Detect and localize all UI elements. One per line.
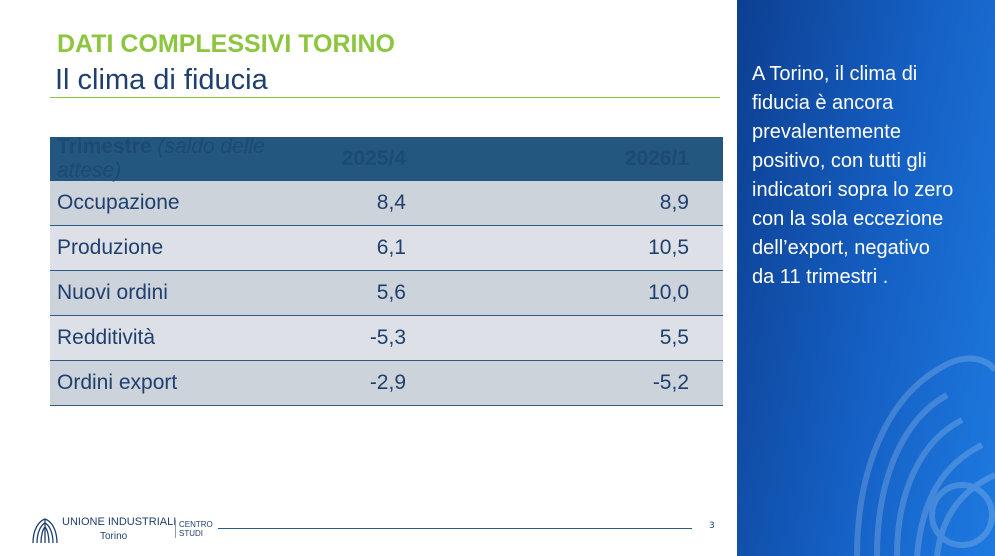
value-cell: 5,6 <box>376 281 406 304</box>
footer-org: UNIONE INDUSTRIALI <box>62 516 177 528</box>
sidebar-line: con la sola eccezione <box>752 208 944 230</box>
label-cell: Occupazione <box>57 191 180 214</box>
value-cell: -2,9 <box>369 371 406 394</box>
value-cell: -5,2 <box>652 371 689 394</box>
value-cell: -5,3 <box>369 326 406 349</box>
logo-icon <box>32 518 58 544</box>
sidebar-line: dell’export, negativo <box>752 237 930 259</box>
value-cell: 10,5 <box>648 236 689 259</box>
value-cell: 8,4 <box>376 191 406 214</box>
sidebar-line: prevalentemente <box>752 121 901 143</box>
label-cell: Produzione <box>57 236 164 259</box>
value-cell: 5,5 <box>659 326 689 349</box>
header-label: Trimestre <box>57 135 152 158</box>
footer-dept-line: STUDI <box>179 529 203 538</box>
sidebar-line: A Torino, il clima di <box>752 63 918 85</box>
sidebar-emblem <box>854 355 995 556</box>
table-row: Ordini export -2,9 -5,2 <box>50 361 723 406</box>
sidebar-line: indicatori sopra lo zero <box>752 179 954 201</box>
label-cell: Redditività <box>57 326 156 349</box>
footer-dept: CENTRO STUDI <box>175 520 213 538</box>
table: Trimestre (saldo delle attese) 2025/4 20… <box>50 135 723 406</box>
subtitle: Il clima di fiducia <box>55 64 268 96</box>
sidebar-line: fiducia è ancora <box>752 92 894 114</box>
footer-rule <box>218 528 692 529</box>
header-cell: 2025/4 <box>341 147 406 170</box>
table-row: Produzione 6,1 10,5 <box>50 226 723 271</box>
sidebar <box>737 0 995 556</box>
table-row: Nuovi ordini 5,6 10,0 <box>50 271 723 316</box>
label-cell: Ordini export <box>57 371 178 394</box>
sidebar-line: positivo, con tutti gli <box>752 150 927 172</box>
header-cell: Trimestre (saldo delle attese) <box>50 135 306 183</box>
label-cell: Nuovi ordini <box>57 281 168 304</box>
footer-city: Torino <box>100 531 128 542</box>
table-row: Redditività -5,3 5,5 <box>50 316 723 361</box>
sidebar-line: da 11 trimestri . <box>752 266 889 288</box>
sidebar-text: A Torino, il clima di fiducia è ancora pre… <box>752 60 953 292</box>
title-rule <box>50 97 720 98</box>
value-cell: 10,0 <box>648 281 689 304</box>
value-cell: 8,9 <box>659 191 689 214</box>
footer-dept-line: CENTRO <box>179 520 213 529</box>
table-header: Trimestre (saldo delle attese) 2025/4 20… <box>50 135 723 183</box>
header-note: (saldo delle attese) <box>57 135 265 182</box>
table-row: Occupazione 8,4 8,9 <box>50 181 723 226</box>
page-number: 3 <box>709 521 715 531</box>
value-cell: 6,1 <box>376 236 406 259</box>
title: DATI COMPLESSIVI TORINO <box>57 30 395 58</box>
header-cell: 2026/1 <box>624 147 689 170</box>
